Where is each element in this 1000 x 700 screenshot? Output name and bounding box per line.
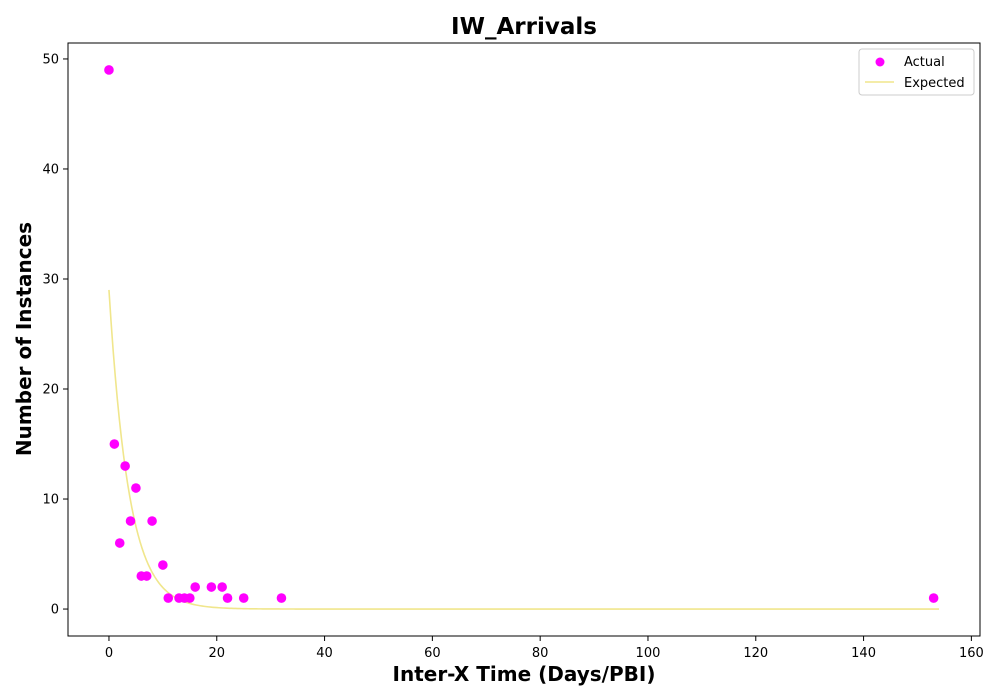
actual-point (163, 593, 174, 603)
legend-label-actual: Actual (904, 55, 945, 70)
y-axis-label: Number of Instances (12, 222, 36, 456)
plot-content (104, 65, 940, 610)
actual-point (276, 593, 287, 603)
y-tick-label: 20 (42, 383, 59, 398)
actual-point (190, 582, 201, 592)
y-axis-ticks: 0 10 20 30 40 50 (42, 52, 68, 618)
actual-point (114, 538, 125, 548)
legend-marker-actual (875, 57, 885, 67)
plot-frame (67, 42, 981, 637)
chart-title: IW_Arrivals (451, 14, 597, 40)
x-tick-label: 60 (424, 646, 441, 661)
x-tick-label: 80 (532, 646, 549, 661)
actual-point (928, 593, 939, 603)
x-axis-label: Inter-X Time (Days/PBI) (393, 662, 656, 686)
actual-point (141, 571, 152, 581)
actual-point (222, 593, 233, 603)
actual-point (158, 560, 168, 570)
x-tick-label: 0 (105, 646, 113, 661)
x-tick-label: 160 (959, 646, 984, 661)
x-tick-label: 120 (743, 646, 768, 661)
x-axis-ticks: 0 20 40 60 80 100 120 140 160 (105, 636, 984, 661)
x-tick-label: 100 (636, 646, 661, 661)
actual-point (206, 582, 217, 592)
actual-point (131, 483, 141, 493)
actual-point (125, 516, 136, 526)
actual-point (238, 593, 249, 603)
actual-point (147, 516, 157, 526)
y-tick-label: 30 (42, 272, 59, 287)
y-tick-label: 10 (42, 493, 59, 508)
x-tick-label: 20 (208, 646, 225, 661)
actual-point (120, 461, 130, 471)
legend: Actual Expected (858, 48, 975, 96)
y-tick-label: 0 (51, 603, 59, 618)
y-tick-label: 50 (42, 52, 59, 67)
actual-point (217, 582, 227, 592)
expected-line (108, 289, 940, 610)
actual-point (109, 439, 120, 449)
actual-point (185, 593, 195, 603)
legend-box (858, 48, 975, 96)
y-tick-label: 40 (42, 162, 59, 177)
legend-label-expected: Expected (904, 76, 965, 91)
actual-point (104, 65, 114, 75)
x-tick-label: 40 (316, 646, 333, 661)
x-tick-label: 140 (851, 646, 876, 661)
